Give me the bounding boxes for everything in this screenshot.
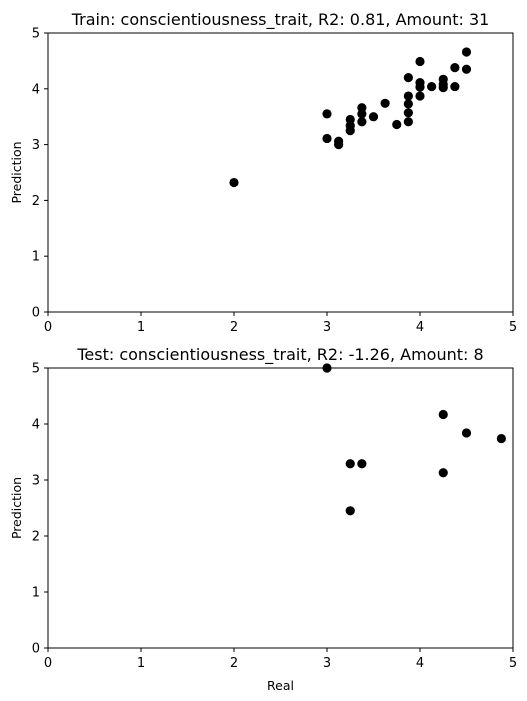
train-y-label: Prediction (9, 141, 24, 203)
test-point (438, 468, 448, 478)
train-point (461, 47, 472, 57)
test-title: Test: conscientiousness_trait, R2: -1.26… (76, 345, 483, 365)
train-point (403, 99, 413, 109)
test-point (461, 428, 472, 438)
train-point (334, 140, 344, 150)
train-point (403, 91, 413, 101)
train-y-ticks: 0 1 2 3 4 5 (32, 27, 48, 321)
test-point (357, 459, 367, 469)
train-point (322, 109, 332, 119)
train-y-tick-label: 1 (32, 250, 40, 265)
test-y-label: Prediction (9, 477, 24, 539)
test-y-tick-label: 0 (32, 642, 40, 657)
test-x-tick-label: 1 (137, 656, 145, 671)
test-x-tick-label: 3 (323, 656, 331, 671)
test-y-ticks: 0 1 2 3 4 5 (32, 362, 48, 657)
test-point (345, 459, 355, 469)
train-point (403, 73, 413, 83)
test-point (496, 433, 506, 444)
train-point (461, 64, 472, 74)
train-point (427, 81, 437, 92)
train-point (415, 82, 425, 92)
train-point (450, 81, 460, 92)
test-x-tick-label: 4 (416, 656, 424, 671)
train-x-tick-label: 5 (509, 320, 517, 335)
test-point (438, 409, 448, 420)
train-point (229, 177, 239, 188)
train-axes-frame (47, 32, 514, 313)
train-x-tick-label: 1 (137, 320, 145, 335)
test-x-label: Real (267, 678, 294, 693)
train-y-tick-label: 2 (32, 194, 40, 209)
train-title: Train: conscientiousness_trait, R2: 0.81… (71, 10, 490, 30)
test-x-tick-label: 2 (230, 656, 238, 671)
test-y-tick-label: 4 (32, 418, 40, 433)
train-point (357, 109, 367, 119)
train-point (450, 62, 460, 73)
test-x-tick-label: 5 (509, 656, 517, 671)
train-point (415, 56, 425, 67)
train-x-tick-label: 4 (416, 320, 424, 335)
train-points (229, 47, 472, 188)
train-point (403, 108, 413, 118)
train-point (357, 117, 367, 127)
test-x-tick-label: 0 (44, 656, 52, 671)
train-x-tick-label: 0 (44, 320, 52, 335)
test-y-tick-label: 5 (32, 362, 40, 377)
test-points (322, 363, 506, 516)
test-axes-frame (47, 367, 514, 649)
test-point (345, 506, 355, 516)
train-y-tick-label: 3 (32, 138, 40, 153)
test-subplot: Test: conscientiousness_trait, R2: -1.26… (9, 345, 517, 693)
test-x-ticks: 0 1 2 3 4 5 (44, 648, 517, 671)
test-y-tick-label: 3 (32, 474, 40, 489)
test-y-tick-label: 1 (32, 586, 40, 601)
train-point (403, 117, 413, 127)
train-y-tick-label: 4 (32, 82, 40, 97)
train-y-tick-label: 0 (32, 306, 40, 321)
train-point (438, 83, 448, 93)
train-point (322, 133, 332, 144)
test-y-tick-label: 2 (32, 530, 40, 545)
train-x-tick-label: 2 (230, 320, 238, 335)
train-point (380, 98, 390, 108)
train-point (345, 126, 355, 136)
train-subplot: Train: conscientiousness_trait, R2: 0.81… (9, 10, 517, 335)
train-point (368, 112, 379, 122)
train-x-ticks: 0 1 2 3 4 5 (44, 312, 517, 335)
train-point (415, 91, 425, 101)
train-y-tick-label: 5 (32, 27, 40, 42)
train-x-tick-label: 3 (323, 320, 331, 335)
train-point (392, 119, 402, 130)
